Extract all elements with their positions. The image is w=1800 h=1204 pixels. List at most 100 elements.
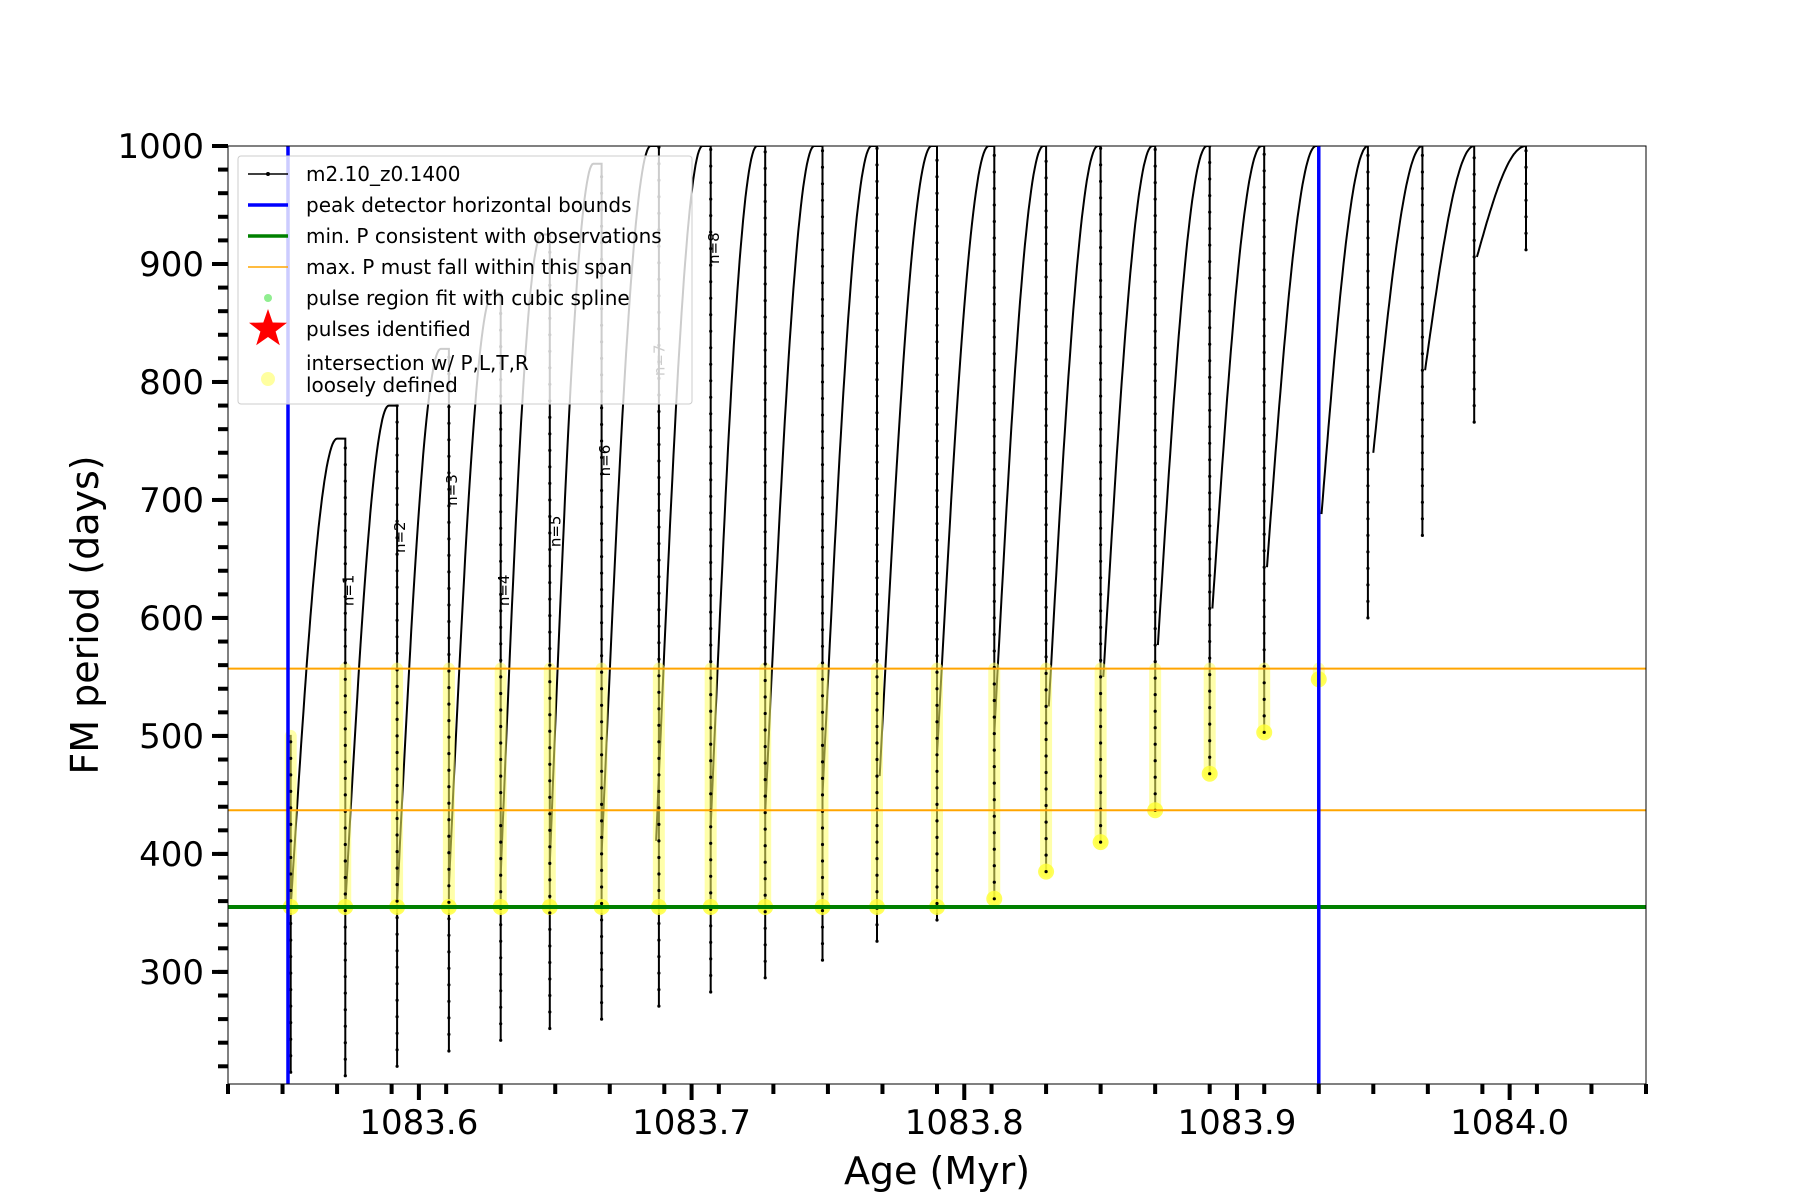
series-point xyxy=(820,710,825,714)
series-point xyxy=(1262,350,1266,355)
series-point xyxy=(1472,420,1476,424)
series-point xyxy=(1044,324,1048,329)
pulse-label: n=3 xyxy=(443,474,461,506)
series-point xyxy=(657,921,661,926)
y-tick-label: 300 xyxy=(139,953,204,993)
series-point xyxy=(935,290,939,294)
series-point xyxy=(548,977,552,981)
series-point xyxy=(657,542,661,546)
series-point xyxy=(499,642,503,646)
series-point xyxy=(343,661,347,665)
series-point xyxy=(935,868,939,873)
series-point xyxy=(935,505,939,509)
series-point xyxy=(709,643,713,647)
series-point xyxy=(447,570,451,574)
series-point xyxy=(820,429,825,434)
series-point xyxy=(935,555,939,559)
series-point xyxy=(820,611,825,615)
series-point xyxy=(935,604,939,608)
series-point xyxy=(992,798,996,802)
series-point xyxy=(935,819,939,823)
series-point xyxy=(548,911,552,915)
series-point xyxy=(1153,610,1157,614)
series-point xyxy=(992,484,996,488)
series-point xyxy=(447,405,451,409)
series-point xyxy=(763,959,767,963)
series-point xyxy=(875,873,879,877)
series-point xyxy=(1366,401,1370,405)
series-point xyxy=(709,147,713,152)
pulse-curve xyxy=(289,437,347,1076)
series-point xyxy=(343,842,347,847)
series-point xyxy=(1153,742,1157,746)
series-point xyxy=(395,965,399,969)
series-point xyxy=(875,295,879,299)
series-point xyxy=(935,224,939,228)
series-point xyxy=(1099,311,1103,316)
series-point xyxy=(395,998,399,1002)
legend-label: intersection w/ P,L,T,R xyxy=(306,351,529,375)
series-point xyxy=(763,629,767,633)
series-point xyxy=(992,814,996,818)
series-point xyxy=(875,493,879,497)
series-point xyxy=(548,1010,552,1014)
series-point xyxy=(763,778,767,782)
series-point xyxy=(935,687,939,691)
series-point xyxy=(548,828,552,832)
series-point xyxy=(935,158,939,162)
series-point xyxy=(992,236,996,240)
series-point xyxy=(1099,212,1103,216)
series-point xyxy=(395,684,399,689)
series-point xyxy=(935,852,939,856)
series-point xyxy=(657,822,661,827)
series-point xyxy=(820,743,825,748)
series-point xyxy=(935,637,939,641)
series-point xyxy=(395,1015,399,1019)
series-point xyxy=(548,531,552,535)
series-point xyxy=(343,1008,347,1012)
series-point xyxy=(709,742,713,746)
series-point xyxy=(820,826,825,830)
series-point xyxy=(763,299,767,303)
series-point xyxy=(1044,490,1048,494)
series-point xyxy=(1099,609,1103,613)
series-point xyxy=(1153,660,1157,664)
series-point xyxy=(763,827,767,831)
series-point xyxy=(820,149,825,153)
series-point xyxy=(875,427,879,431)
series-point xyxy=(763,398,767,402)
series-point xyxy=(1420,286,1424,290)
series-point xyxy=(1044,358,1048,362)
series-point xyxy=(395,833,399,837)
series-point xyxy=(1153,726,1157,730)
series-point xyxy=(763,348,767,352)
series-point xyxy=(935,455,939,460)
series-point xyxy=(1420,484,1424,488)
series-point xyxy=(600,968,604,972)
series-point xyxy=(548,878,552,882)
series-point xyxy=(1044,688,1048,692)
series-point xyxy=(1420,153,1424,157)
legend-swatch xyxy=(261,372,275,386)
series-point xyxy=(343,892,347,896)
series-point xyxy=(992,451,996,455)
series-point xyxy=(1153,759,1157,763)
series-point xyxy=(499,857,503,861)
series-point xyxy=(447,818,451,822)
series-point xyxy=(1208,276,1212,280)
series-point xyxy=(548,514,552,519)
series-point xyxy=(395,949,399,953)
series-point xyxy=(289,1070,293,1074)
series-point xyxy=(1099,791,1103,795)
series-point xyxy=(289,806,293,810)
series-point xyxy=(1153,560,1157,565)
series-point xyxy=(763,431,767,435)
series-point xyxy=(499,956,503,960)
series-point xyxy=(1262,582,1266,586)
series-point xyxy=(763,596,767,600)
series-point xyxy=(1262,202,1266,206)
series-point xyxy=(447,421,451,425)
series-point xyxy=(1153,792,1157,796)
series-point xyxy=(548,927,552,932)
series-point xyxy=(395,618,399,622)
